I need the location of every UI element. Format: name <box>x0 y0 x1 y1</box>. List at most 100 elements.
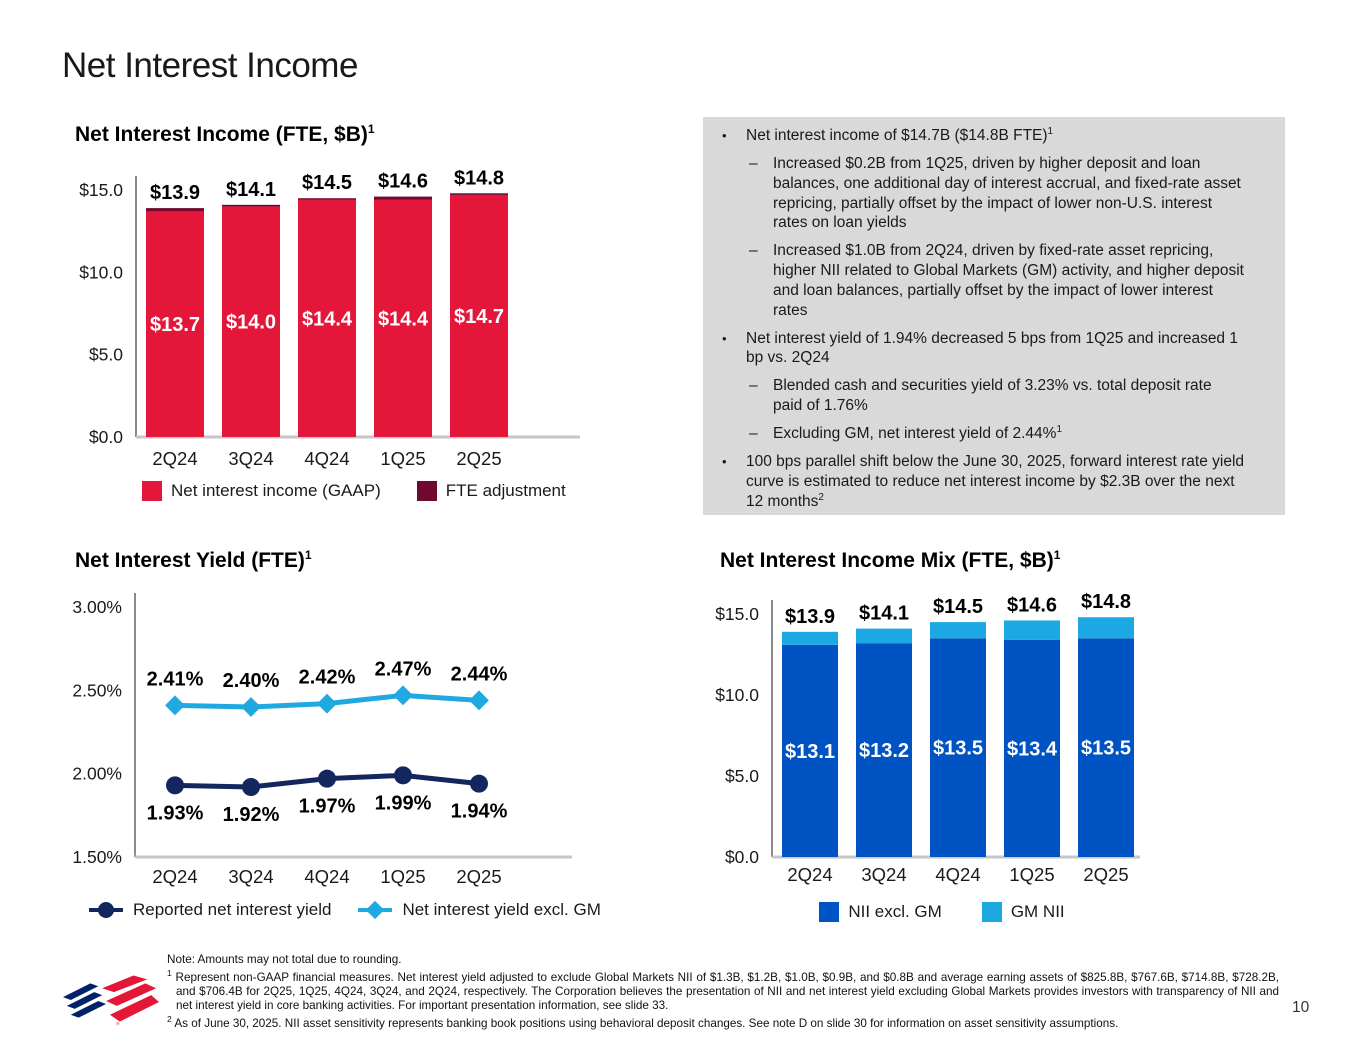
commentary-sup: 1 <box>1056 423 1063 435</box>
x-axis-category-label: 2Q24 <box>152 866 197 887</box>
bar-segment <box>298 198 356 200</box>
bullet-marker: • <box>722 330 727 346</box>
point-data-label: 2.47% <box>375 658 432 680</box>
page-title: Net Interest Income <box>62 46 358 85</box>
commentary-list: • Net interest income of $14.7B ($14.8B F… <box>719 126 1245 512</box>
bar-inner-label: $14.7 <box>454 306 504 328</box>
y-axis-tick-label: 2.50% <box>72 680 122 700</box>
point-data-label: 1.92% <box>223 804 280 826</box>
bar-segment <box>930 622 986 639</box>
footnote-1-text: Represent non-GAAP financial measures. N… <box>175 970 1280 1013</box>
bar-inner-label: $13.1 <box>785 741 835 763</box>
point-data-label: 2.41% <box>147 668 204 690</box>
legend-label: Net interest income (GAAP) <box>171 481 381 500</box>
legend-swatch-icon <box>981 902 1002 922</box>
bar-total-label: $13.9 <box>785 606 835 628</box>
bar-total-label: $13.9 <box>150 182 200 204</box>
bar-segment <box>298 199 356 437</box>
niy-fte-svg: 3.00% 2.50% 2.00% 1.50% 2Q24 3Q24 4Q24 1Q25 2Q25… <box>72 593 572 887</box>
bullet-marker: • <box>722 453 727 469</box>
bar-segment <box>222 204 280 207</box>
y-axis-tick-label: $5.0 <box>89 345 123 365</box>
bar-segment <box>374 199 432 437</box>
point-data-label: 1.99% <box>375 792 432 814</box>
x-axis-category-label: 3Q24 <box>861 864 906 885</box>
x-axis-category-label: 4Q24 <box>304 448 349 469</box>
y-axis-tick-label: $0.0 <box>89 427 123 447</box>
diamond-marker <box>165 695 185 716</box>
nii-fte-bar-chart: $15.0 $10.0 $5.0 $0.0 2Q24 3Q24 4Q24 1Q25 2Q25 $1… <box>60 167 620 487</box>
bar-inner-label: $14.4 <box>378 308 429 330</box>
legend-item: GM NII <box>981 902 1065 922</box>
chart-nii-mix-title-text: Net Interest Income Mix (FTE, $B) <box>720 549 1054 572</box>
x-axis-category-label: 1Q25 <box>1009 864 1054 885</box>
legend-item: Net interest income (GAAP) <box>142 481 381 501</box>
footnote-2: 2 As of June 30, 2025. NII asset sensiti… <box>167 1014 1279 1031</box>
bar-total-label: $14.5 <box>302 172 352 194</box>
commentary-sub-bullet: – Increased $1.0B from 2Q24, driven by fi… <box>719 241 1245 320</box>
commentary-bullet: • Net interest yield of 1.94% decreased 5… <box>719 329 1245 369</box>
bar-segment <box>450 194 508 437</box>
bank-of-america-logo-icon: ® <box>62 975 160 1028</box>
chart-niy-title-sup: 1 <box>304 548 312 562</box>
footnote-2-sup: 2 <box>167 1013 172 1024</box>
bar-total-label: $14.6 <box>1007 594 1057 616</box>
chart-nii-fte-title-text: Net Interest Income (FTE, $B) <box>75 123 368 146</box>
x-axis-category-label: 2Q24 <box>152 448 197 469</box>
legend-label: FTE adjustment <box>445 481 566 500</box>
x-axis-category-label: 1Q25 <box>380 448 425 469</box>
commentary-text: Excluding GM, net interest yield of 2.44… <box>773 423 1063 443</box>
chart-nii-fte-title: Net Interest Income (FTE, $B)1 <box>75 122 375 147</box>
nii-fte-svg: $15.0 $10.0 $5.0 $0.0 2Q24 3Q24 4Q24 1Q25 2Q25 $1… <box>79 167 580 469</box>
commentary-sub-bullet: – Blended cash and securities yield of 3.… <box>719 376 1245 416</box>
diamond-marker <box>317 693 337 714</box>
bar-inner-label: $14.4 <box>302 308 353 330</box>
bar-segment <box>1078 617 1134 639</box>
bar-inner-label: $13.5 <box>933 738 983 760</box>
bar-segment <box>856 643 912 857</box>
diamond-marker <box>393 685 413 706</box>
bar-segment <box>1078 638 1134 857</box>
dash-marker: – <box>749 154 758 172</box>
circle-marker <box>394 766 412 785</box>
legend-label: GM NII <box>1010 902 1065 921</box>
bar-total-label: $14.8 <box>1081 591 1131 613</box>
niy-line-chart: 3.00% 2.50% 2.00% 1.50% 2Q24 3Q24 4Q24 1Q25 2Q25… <box>60 580 640 899</box>
bar-segment <box>374 196 432 200</box>
legend-item: Net interest yield excl. GM <box>357 900 601 920</box>
x-axis-category-label: 2Q25 <box>1083 864 1128 885</box>
commentary-sup: 2 <box>818 491 824 503</box>
nii-fte-legend: Net interest income (GAAP) FTE adjustment <box>142 481 566 501</box>
y-axis-tick-label: 1.50% <box>72 847 122 867</box>
point-data-label: 2.44% <box>451 663 508 685</box>
bar-segment <box>146 211 204 437</box>
point-data-label: 1.94% <box>451 801 508 823</box>
point-data-label: 2.40% <box>223 670 280 692</box>
x-axis-category-label: 4Q24 <box>935 864 980 885</box>
bar-inner-label: $13.2 <box>859 740 909 762</box>
commentary-text: Net interest yield of 1.94% decreased 5 … <box>746 329 1238 367</box>
y-axis-tick-label: 3.00% <box>72 597 122 617</box>
circle-marker <box>242 778 260 796</box>
commentary-sub-bullet: – Excluding GM, net interest yield of 2.4… <box>719 424 1245 444</box>
y-axis-tick-label: 2.00% <box>72 764 122 784</box>
circle-marker <box>166 776 184 795</box>
legend-swatch-icon <box>819 902 840 922</box>
legend-swatch-icon <box>416 481 437 501</box>
legend-item: NII excl. GM <box>819 902 942 922</box>
y-axis-tick-label: $0.0 <box>725 847 759 867</box>
chart-nii-mix-title-sup: 1 <box>1053 548 1061 562</box>
x-axis-category-label: 1Q25 <box>380 866 425 887</box>
commentary-sup: 1 <box>1047 126 1054 137</box>
bar-segment <box>930 638 986 857</box>
commentary-bullet: • Net interest income of $14.7B ($14.8B F… <box>719 126 1245 146</box>
bar-total-label: $14.6 <box>378 171 428 193</box>
bar-total-label: $14.1 <box>859 603 909 625</box>
legend-item: Reported net interest yield <box>88 900 331 920</box>
chart-nii-mix-title: Net Interest Income Mix (FTE, $B)1 <box>720 548 1060 573</box>
logo-red-stripes <box>102 975 160 1022</box>
dash-marker: – <box>749 377 758 395</box>
y-axis-tick-label: $10.0 <box>79 262 123 282</box>
diamond-marker <box>241 697 261 717</box>
